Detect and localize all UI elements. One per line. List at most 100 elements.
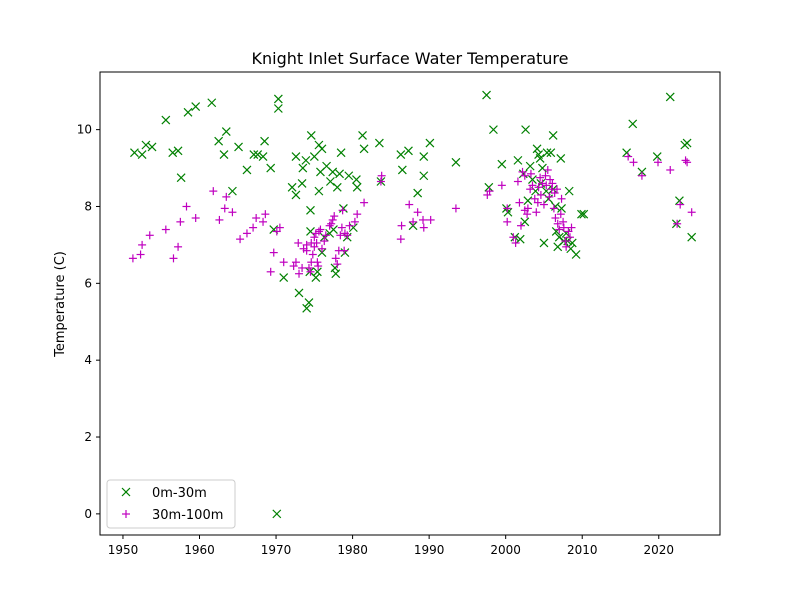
data-point	[557, 194, 566, 203]
data-point	[523, 210, 532, 219]
data-point	[425, 138, 435, 148]
data-point	[654, 158, 662, 167]
data-point	[343, 231, 352, 240]
data-point	[396, 150, 406, 160]
data-point	[397, 221, 406, 230]
data-point	[138, 240, 147, 249]
y-tick-label: 10	[77, 123, 92, 137]
data-point	[176, 217, 185, 226]
data-point	[624, 152, 633, 161]
data-point	[532, 208, 541, 217]
data-point	[137, 150, 147, 160]
data-point	[312, 238, 321, 247]
data-point	[515, 198, 524, 207]
legend-marker-glyph	[121, 487, 131, 497]
data-point	[539, 238, 549, 248]
data-point	[523, 196, 533, 206]
data-point	[272, 509, 282, 519]
data-point	[518, 169, 528, 179]
data-point	[509, 233, 518, 242]
data-point	[236, 235, 245, 244]
data-point	[215, 215, 224, 224]
data-point	[273, 104, 283, 113]
data-point	[374, 138, 384, 148]
data-point	[350, 217, 359, 226]
data-point	[291, 258, 300, 267]
data-point	[676, 200, 685, 209]
data-point	[419, 152, 429, 161]
data-point	[291, 190, 301, 200]
data-point	[173, 146, 183, 156]
data-point	[489, 125, 498, 135]
data-point	[220, 204, 229, 213]
data-point	[191, 214, 200, 223]
data-point	[317, 144, 327, 154]
data-point	[551, 202, 560, 211]
data-point	[321, 231, 330, 240]
data-point	[228, 208, 237, 217]
data-point	[557, 203, 566, 213]
data-point	[145, 231, 154, 240]
data-point	[147, 142, 157, 152]
data-point	[234, 142, 243, 152]
data-point	[503, 204, 512, 213]
data-point	[314, 186, 324, 196]
data-point	[551, 214, 560, 223]
data-point	[328, 167, 338, 177]
data-point	[311, 273, 321, 282]
data-point	[533, 198, 542, 207]
data-point	[249, 150, 259, 160]
data-point	[306, 267, 315, 276]
data-point	[537, 163, 547, 173]
data-point	[340, 246, 349, 255]
data-point	[511, 238, 520, 247]
data-point	[141, 140, 151, 150]
plot-area-frame	[99, 71, 721, 536]
data-point	[556, 154, 566, 163]
x-axis-ticks: 1950 1960 1970 1980 1990 2000 2010 2020	[108, 535, 674, 557]
data-point	[562, 242, 571, 251]
data-point	[128, 254, 137, 263]
data-point	[176, 173, 186, 183]
data-point	[328, 215, 337, 224]
data-point	[333, 260, 342, 269]
data-point	[275, 223, 284, 232]
data-point	[565, 233, 574, 242]
data-point	[338, 203, 348, 213]
data-point	[528, 175, 537, 185]
data-point	[536, 173, 545, 182]
data-point	[532, 144, 542, 154]
data-point	[413, 208, 422, 217]
data-point	[273, 94, 283, 104]
data-point	[279, 258, 288, 267]
data-point	[336, 231, 345, 240]
data-point	[628, 119, 638, 129]
data-point	[304, 263, 313, 272]
legend-marker-glyph	[122, 510, 130, 518]
data-point	[222, 192, 231, 201]
data-point	[404, 146, 413, 156]
data-point	[325, 177, 335, 186]
data-point	[675, 196, 684, 206]
data-point	[555, 225, 564, 234]
data-point	[294, 238, 303, 247]
y-tick-label: 4	[84, 353, 92, 367]
legend-marker-0m-30m	[121, 487, 131, 497]
data-point	[161, 115, 171, 125]
data-point	[426, 215, 435, 224]
data-point	[523, 204, 532, 213]
data-point	[521, 125, 531, 135]
y-tick-label: 2	[84, 430, 92, 444]
data-point	[331, 269, 341, 279]
chart-title: Knight Inlet Surface Water Temperature	[251, 49, 568, 68]
data-point	[665, 92, 675, 102]
data-point	[351, 175, 361, 185]
data-point	[214, 136, 224, 146]
data-point	[306, 205, 315, 215]
data-point	[269, 248, 278, 257]
data-point	[182, 202, 191, 211]
data-point	[520, 217, 530, 227]
data-point	[320, 237, 329, 246]
data-point	[579, 209, 589, 219]
data-point	[535, 154, 545, 163]
